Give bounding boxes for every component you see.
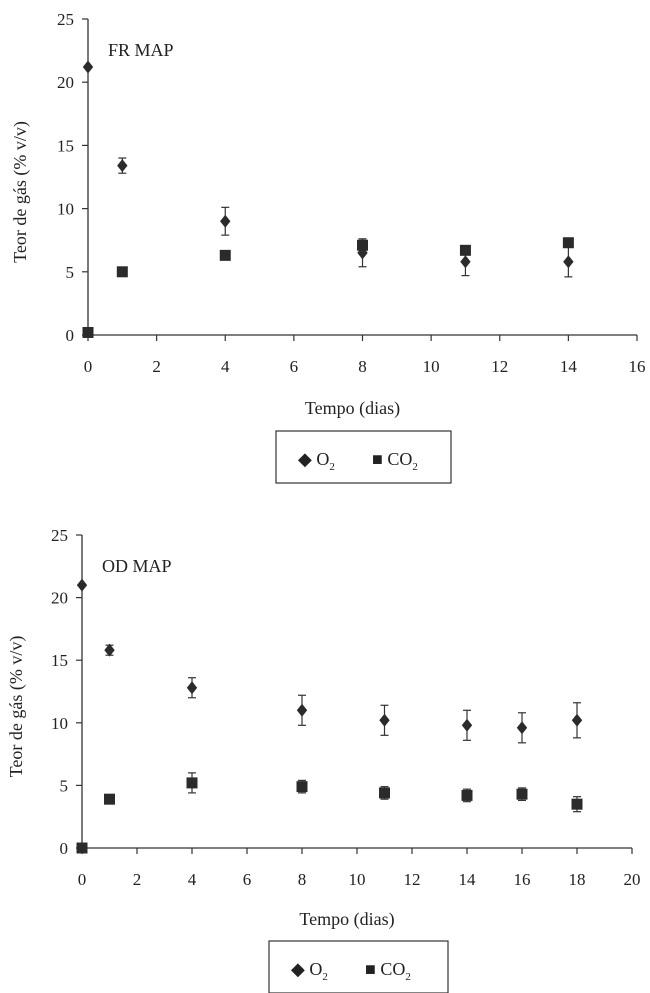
- legend-entry-diamond: ◆ O2: [298, 449, 335, 473]
- chart-1: 0 2 4 6 8 10 12 14 16 0 5 10 15 20 25 FR MAP Tempo (dias…: [10, 10, 646, 484]
- series-diamond: [82, 60, 574, 278]
- legend-entry-square: ■ CO2: [365, 959, 411, 983]
- data-point-o2: [460, 255, 471, 269]
- chart-title: OD MAP: [102, 556, 172, 576]
- data-point-o2: [186, 681, 198, 695]
- y-tick-label: 15: [51, 651, 68, 670]
- data-point-co2: [357, 239, 368, 251]
- x-tick-label: 6: [243, 870, 252, 889]
- y-axis-label: Teor de gás (% v/v): [6, 636, 27, 778]
- data-point-co2: [461, 789, 473, 801]
- data-point-co2: [379, 787, 390, 799]
- x-tick-label: 2: [152, 357, 161, 376]
- data-point-o2: [117, 159, 128, 173]
- data-point-o2: [571, 713, 583, 727]
- data-point-co2: [186, 777, 198, 789]
- series-diamond: [76, 578, 583, 744]
- data-point-o2: [563, 255, 574, 269]
- data-point-co2: [116, 266, 128, 278]
- series-square: [82, 237, 574, 338]
- data-point-o2: [76, 578, 88, 592]
- data-point-co2: [516, 788, 528, 800]
- data-point-o2: [379, 713, 390, 727]
- y-tick-label: 15: [57, 136, 74, 155]
- x-tick-label: 20: [624, 870, 641, 889]
- data-point-co2: [104, 793, 115, 805]
- data-point-o2: [104, 643, 115, 657]
- x-tick-label: 8: [358, 357, 367, 376]
- data-point-co2: [562, 237, 574, 249]
- y-tick-label: 20: [51, 589, 68, 608]
- data-point-co2: [219, 249, 231, 261]
- x-tick-label: 16: [514, 870, 531, 889]
- chart-2: 0 2 4 6 8 10 12 14 16 18 20 0 5 10 15 20 25 OD MAP Tempo (…: [6, 526, 641, 993]
- x-tick-label: 12: [491, 357, 508, 376]
- legend-entry-diamond: ◆ O2: [291, 959, 328, 983]
- data-point-o2: [220, 214, 231, 228]
- chart-title: FR MAP: [108, 40, 174, 60]
- series-square: [76, 772, 583, 854]
- data-point-co2: [82, 326, 94, 338]
- data-point-co2: [459, 244, 471, 256]
- y-tick-label: 10: [51, 714, 68, 733]
- legend-entry-square: ■ CO2: [372, 449, 418, 473]
- x-tick-label: 10: [423, 357, 440, 376]
- legend-box: [275, 430, 452, 484]
- x-tick-label: 6: [290, 357, 299, 376]
- y-tick-label: 5: [66, 263, 75, 282]
- x-tick-label: 0: [84, 357, 93, 376]
- x-tick-label: 16: [629, 357, 646, 376]
- x-tick-label: 12: [404, 870, 421, 889]
- x-tick-label: 4: [221, 357, 230, 376]
- data-point-o2: [516, 721, 528, 735]
- x-tick-label: 18: [569, 870, 586, 889]
- legend: ◆ O2 ■ CO2: [268, 940, 449, 993]
- x-axis-label: Tempo (dias): [299, 909, 394, 930]
- x-axis-label: Tempo (dias): [305, 398, 400, 419]
- y-tick-label: 25: [57, 10, 74, 29]
- x-tick-label: 14: [560, 357, 578, 376]
- y-tick-label: 25: [51, 526, 68, 545]
- x-tick-label: 2: [133, 870, 142, 889]
- y-axis-label: Teor de gás (% v/v): [10, 121, 31, 263]
- data-point-o2: [461, 718, 473, 732]
- x-tick-label: 8: [298, 870, 307, 889]
- x-tick-label: 14: [459, 870, 477, 889]
- y-tick-label: 5: [60, 776, 69, 795]
- data-point-co2: [76, 842, 88, 854]
- y-tick-label: 0: [66, 326, 75, 345]
- data-point-o2: [296, 703, 308, 717]
- legend: ◆ O2 ■ CO2: [275, 430, 452, 484]
- data-point-o2: [82, 60, 94, 74]
- legend-box: [268, 940, 449, 993]
- x-tick-label: 0: [78, 870, 87, 889]
- y-tick-label: 0: [60, 839, 69, 858]
- data-point-co2: [571, 798, 583, 810]
- x-tick-label: 10: [349, 870, 366, 889]
- y-tick-label: 10: [57, 200, 74, 219]
- y-tick-label: 20: [57, 73, 74, 92]
- data-point-co2: [296, 781, 308, 793]
- x-tick-label: 4: [188, 870, 197, 889]
